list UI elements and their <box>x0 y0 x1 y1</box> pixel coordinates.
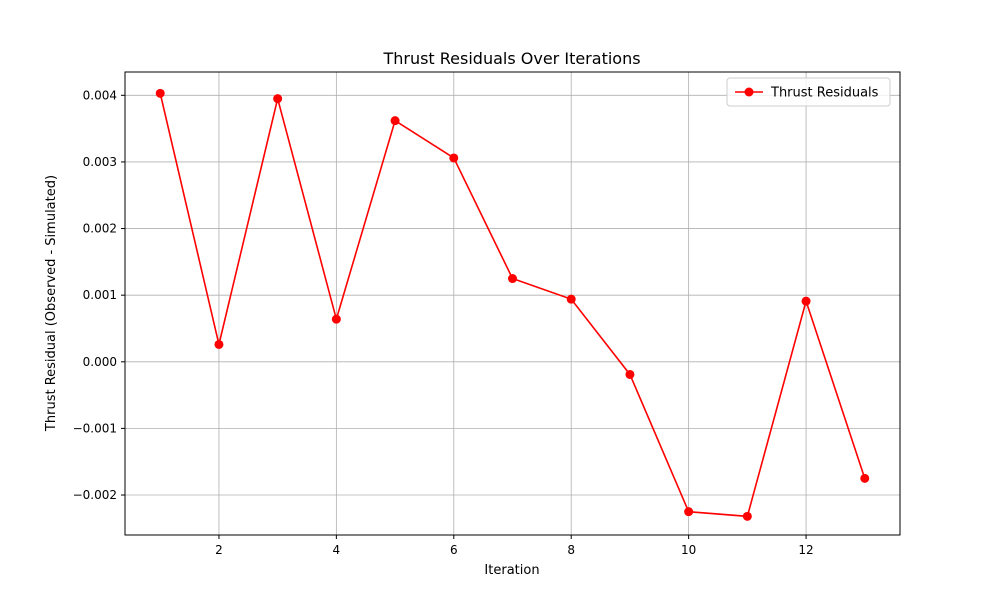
y-tick-label: 0.000 <box>83 355 117 369</box>
data-point <box>508 274 517 284</box>
x-tick-label: 2 <box>215 543 223 557</box>
ticks: 2 4 6 8 10 12 −0.002 −0.001 0.000 0.001 0.002 0.003… <box>73 88 814 557</box>
data-point <box>684 507 694 517</box>
y-tick-label: −0.002 <box>73 488 117 502</box>
data-point <box>449 153 459 163</box>
legend-label: Thrust Residuals <box>770 86 879 101</box>
grid-lines <box>125 72 900 535</box>
chart-title: Thrust Residuals Over Iterations <box>382 49 640 68</box>
y-tick-label: 0.002 <box>83 222 117 236</box>
series-line <box>159 93 866 518</box>
data-point <box>155 88 165 98</box>
data-point <box>214 339 224 349</box>
plot-frame <box>124 71 901 536</box>
x-tick-label: 4 <box>333 543 341 557</box>
legend-marker-swatch <box>744 87 754 97</box>
y-tick-label: 0.003 <box>83 155 117 169</box>
x-tick-label: 8 <box>567 543 575 557</box>
x-tick-label: 10 <box>681 543 696 557</box>
data-point <box>273 94 283 104</box>
x-axis-label: Iteration <box>484 563 539 578</box>
x-tick-label: 6 <box>450 543 458 557</box>
data-point <box>742 511 752 521</box>
data-point <box>625 369 635 379</box>
data-point <box>860 473 870 483</box>
data-point <box>390 116 400 126</box>
data-point <box>566 294 576 304</box>
y-tick-label: 0.004 <box>83 88 117 102</box>
legend: Thrust Residuals <box>726 77 891 107</box>
series-layer <box>155 88 870 521</box>
data-point <box>331 314 341 324</box>
axes <box>124 71 901 536</box>
x-tick-label: 12 <box>798 543 813 557</box>
legend-box <box>726 77 891 107</box>
y-axis-label: Thrust Residual (Observed - Simulated) <box>44 175 59 432</box>
y-tick-label: 0.001 <box>83 288 117 302</box>
data-point <box>801 296 811 306</box>
y-tick-label: −0.001 <box>73 421 117 435</box>
